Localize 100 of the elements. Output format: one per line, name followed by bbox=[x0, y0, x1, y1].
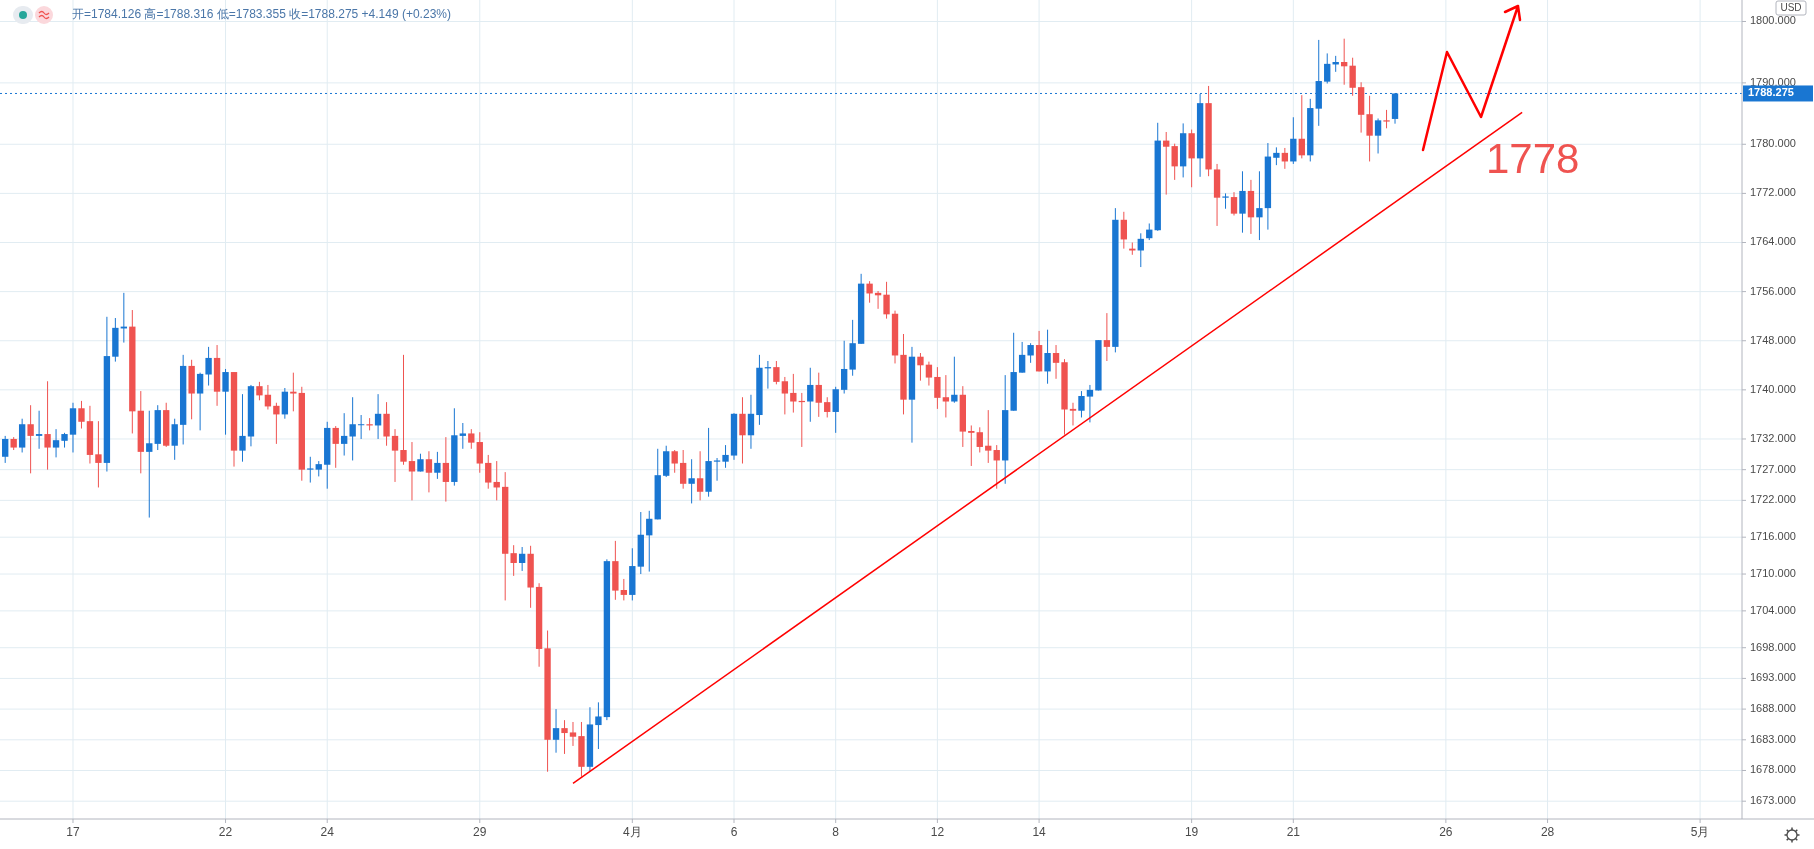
x-tick-label: 24 bbox=[320, 825, 335, 839]
x-tick-label: 14 bbox=[1032, 825, 1047, 839]
y-tick-label: 1772.000 bbox=[1750, 186, 1796, 199]
y-tick-label: 1732.000 bbox=[1750, 431, 1796, 444]
candlestick bbox=[569, 721, 577, 747]
candlestick bbox=[917, 352, 924, 382]
candlestick bbox=[1256, 170, 1263, 241]
y-tick-label: 1678.000 bbox=[1750, 763, 1796, 776]
candlestick bbox=[273, 402, 280, 445]
candlestick bbox=[1103, 312, 1111, 362]
x-tick-label: 21 bbox=[1286, 825, 1301, 839]
x-tick-label: 22 bbox=[218, 825, 233, 839]
candlestick bbox=[1349, 57, 1356, 97]
x-tick-label: 28 bbox=[1540, 825, 1555, 839]
candlestick bbox=[1086, 384, 1094, 423]
candlestick bbox=[739, 396, 746, 465]
candlestick bbox=[790, 373, 797, 414]
candlestick bbox=[1366, 95, 1373, 162]
y-tick-label: 1756.000 bbox=[1750, 284, 1796, 297]
y-tick-label: 1716.000 bbox=[1750, 530, 1796, 543]
candlestick bbox=[713, 457, 721, 482]
candlestick bbox=[985, 409, 992, 464]
candlestick bbox=[357, 414, 365, 440]
x-tick-label: 8 bbox=[832, 825, 840, 839]
candlestick bbox=[1239, 170, 1246, 234]
candlestick bbox=[1222, 192, 1229, 210]
candlestick bbox=[1120, 211, 1128, 250]
candlestick bbox=[722, 444, 729, 469]
candlestick bbox=[518, 546, 526, 572]
candlestick bbox=[968, 424, 975, 467]
candlestick bbox=[866, 280, 873, 304]
candlestick bbox=[595, 701, 602, 750]
candlestick bbox=[1052, 344, 1060, 380]
candlestick bbox=[2, 435, 9, 464]
candlestick bbox=[290, 372, 297, 412]
y-tick-label: 1780.000 bbox=[1750, 137, 1796, 150]
candlestick bbox=[400, 354, 407, 466]
candlestick bbox=[35, 410, 43, 450]
candlestick bbox=[1069, 402, 1077, 426]
x-tick-label: 26 bbox=[1439, 825, 1453, 839]
candlestick bbox=[942, 374, 950, 418]
y-tick-label: 1673.000 bbox=[1750, 794, 1796, 807]
y-tick-label: 1764.000 bbox=[1750, 235, 1796, 248]
candlestick bbox=[925, 361, 933, 387]
candlestick bbox=[1018, 341, 1026, 374]
annotation: 开=1784.126 高=1788.316 低=1783.355 收=1788.275 +4.149 (+0.23%) bbox=[72, 7, 451, 22]
y-tick-label: 1688.000 bbox=[1750, 702, 1796, 715]
candlestick bbox=[171, 418, 178, 461]
candlestick bbox=[510, 544, 517, 577]
x-tick-label: 6 bbox=[730, 825, 738, 839]
candlestick bbox=[552, 708, 560, 754]
candlestick bbox=[485, 454, 492, 490]
candlestick bbox=[425, 450, 433, 493]
candlestick bbox=[205, 346, 212, 387]
candlestick bbox=[696, 450, 704, 501]
candlestick bbox=[391, 428, 399, 483]
annotation: 1778 bbox=[1486, 135, 1580, 182]
candlestick bbox=[883, 281, 890, 320]
candlestick bbox=[1078, 390, 1085, 418]
candlestick bbox=[1163, 131, 1170, 196]
candlestick bbox=[408, 441, 416, 501]
candlestick bbox=[561, 719, 568, 755]
candlestick bbox=[78, 400, 85, 430]
candlestick bbox=[679, 449, 687, 490]
candlestick bbox=[824, 396, 831, 418]
candlestick bbox=[1230, 191, 1238, 216]
candlestick bbox=[1027, 342, 1034, 364]
text: USD bbox=[1780, 1, 1802, 13]
candlestick bbox=[239, 393, 246, 463]
candlestick bbox=[781, 376, 789, 415]
candlestick bbox=[841, 340, 848, 395]
candlestick bbox=[671, 449, 678, 474]
candlestick bbox=[951, 356, 958, 404]
candlestick bbox=[442, 436, 450, 503]
candlestick bbox=[146, 410, 153, 519]
candlestick bbox=[349, 396, 356, 461]
candlestick bbox=[27, 404, 34, 474]
candlestick bbox=[468, 428, 475, 450]
candlestick bbox=[18, 418, 26, 453]
candlestick bbox=[434, 451, 441, 480]
ref-line-label: 1788.275 bbox=[1748, 86, 1794, 99]
x-tick-label: 12 bbox=[930, 825, 945, 839]
candlestick bbox=[815, 372, 822, 418]
candlestick bbox=[256, 381, 263, 401]
candlestick bbox=[976, 426, 983, 453]
candlestick bbox=[646, 510, 653, 573]
candlestick bbox=[747, 394, 755, 450]
candlestick bbox=[773, 360, 780, 385]
x-tick-label: 4月 bbox=[622, 825, 642, 839]
candlestick bbox=[52, 428, 60, 458]
candlestick bbox=[993, 444, 1000, 490]
y-tick-label: 1698.000 bbox=[1750, 640, 1796, 653]
candlestick bbox=[832, 386, 839, 434]
y-tick-label: 1748.000 bbox=[1750, 333, 1796, 346]
y-tick-label: 1710.000 bbox=[1750, 566, 1796, 579]
candlestick bbox=[44, 380, 51, 471]
candlestick bbox=[934, 366, 941, 410]
candlestick bbox=[1324, 52, 1331, 84]
x-tick-label: 5月 bbox=[1690, 825, 1710, 839]
candlestick bbox=[95, 420, 102, 488]
